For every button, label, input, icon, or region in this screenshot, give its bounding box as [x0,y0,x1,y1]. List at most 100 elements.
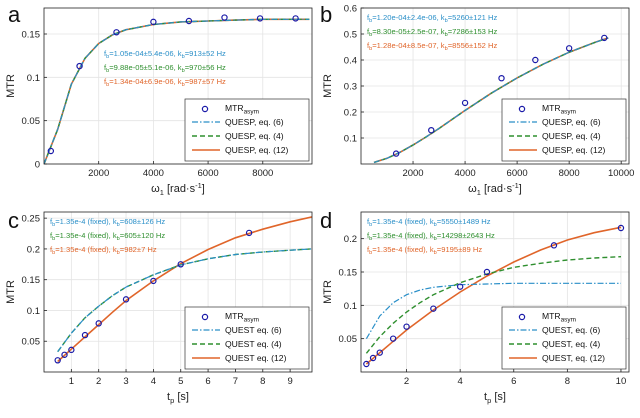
x-axis-label: ω1 [rad·s-1] [151,181,205,197]
data-point [95,320,102,327]
series-line-dashdot [57,248,312,353]
data-point [617,224,625,232]
data-point [565,45,573,52]
x-tick-label: 8000 [252,168,273,179]
data-point [177,261,184,268]
y-tick-label: 0.05 [22,337,41,348]
y-tick-label: 0.25 [22,214,41,225]
data-point [532,56,539,64]
panel-label: a [8,2,21,27]
x-tick-label: 2 [404,376,409,387]
panel-label: c [8,208,19,233]
legend-label: QUESP, eq. (12) [542,145,606,155]
x-tick-label: 4 [151,376,156,387]
y-axis-label: MTR [5,280,17,304]
data-point [47,147,55,155]
y-tick-label: 0.1 [344,301,357,312]
data-point [122,296,130,303]
x-tick-label: 4000 [143,168,164,179]
y-axis-label: MTR [322,74,334,98]
data-point [54,357,61,364]
y-tick-label: 0.2 [27,244,40,255]
data-point [483,268,491,276]
panel-a: a 2000 4000 6000 8000 0 0.05 0.1 0.15 MTR ω1 [rad·… [5,2,313,197]
y-tick-label: 0.2 [344,234,357,245]
y-tick-label: 0.4 [344,56,357,67]
data-point [292,15,299,22]
axes-frame [360,211,630,373]
x-tick-label: 5 [178,376,183,387]
y-tick-label: 0.15 [22,30,41,41]
data-point [256,15,264,22]
y-tick-label: 0.5 [344,30,357,41]
fit-annotation: fb=1.20e-04±2.4e-06, kb=5260±121 Hz [367,13,497,24]
y-tick-label: 0.1 [27,73,40,84]
x-tick-label: 8 [565,376,570,387]
data-point [550,242,558,249]
legend-label: MTRasym [542,311,576,324]
y-axis-label: MTR [5,74,17,98]
y-tick-label: 0.6 [344,4,357,15]
series-line-solid [57,216,312,363]
axes-frame [43,211,313,373]
x-tick-label: 1 [69,376,74,387]
x-tick-label: 6000 [198,168,219,179]
fit-annotation: fb=1.35e-4 (fixed), kb=14298±2643 Hz [367,231,495,242]
data-point [456,283,464,290]
data-point [185,17,193,25]
x-tick-label: 6 [205,376,210,387]
fit-annotation: fb=1.05e-04±5.4e-06, kb=913±52 Hz [104,49,226,60]
x-tick-label: 2000 [402,168,423,179]
legend-label: QUESP, eq. (4) [225,131,284,141]
legend-label: QUEST, eq. (4) [542,339,600,349]
legend-label: QUEST eq. (4) [225,339,282,349]
data-point [498,74,505,82]
legend-label: QUEST, eq. (12) [542,353,605,363]
x-tick-label: 2000 [88,168,109,179]
data-point [245,229,253,237]
x-tick-label: 6 [511,376,516,387]
legend-label: QUEST eq. (12) [225,353,287,363]
fit-annotation: fb=1.35e-4 (fixed), kb=5550±1489 Hz [367,217,491,228]
y-tick-label: 0.1 [344,134,357,145]
legend-label: QUESP, eq. (12) [225,145,289,155]
data-point [221,14,228,21]
x-tick-label: 10000 [608,168,634,179]
fit-annotation: fb=8.30e-05±2.5e-07, kb=7286±153 Hz [367,27,497,38]
series-line-dashdot [44,18,310,164]
x-tick-label: 6000 [507,168,528,179]
x-tick-label: 4 [458,376,463,387]
legend-marker [518,313,526,321]
x-tick-label: 2 [96,376,101,387]
y-tick-label: 0.2 [344,108,357,119]
data-point [363,360,370,368]
x-tick-label: 9 [287,376,292,387]
legend-label: QUESP, eq. (6) [542,117,601,127]
panel-d: d 2 4 6 8 10 0.05 0.1 0.15 0.2 MTR tp [s] fb=1.35e-4… [320,208,630,405]
data-point [403,323,410,330]
data-point [150,277,157,285]
data-point [76,62,83,70]
fit-annotation: fb=9.88e-05±5.1e-06, kb=970±56 Hz [104,63,226,74]
legend-label: QUESP, eq. (4) [542,131,601,141]
fit-annotation: fb=1.35e-4 (fixed), kb=605±120 Hz [50,231,165,242]
legend-label: QUEST eq. (6) [225,325,282,335]
y-axis-label: MTR [322,280,334,304]
fit-annotation: fb=1.35e-4 (fixed), kb=608±126 Hz [50,217,165,228]
legend-label: MTRasym [225,311,259,324]
data-point [113,29,120,36]
x-tick-label: 7 [233,376,238,387]
data-point [428,126,435,134]
panel-label: b [320,2,332,27]
fit-annotation: fb=1.35e-4 (fixed), kb=982±7 Hz [50,245,157,256]
panel-b: b 2000 4000 6000 8000 10000 0.1 0.2 0.3 0.4 0.5 0.6… [320,2,634,197]
y-tick-label: 0.05 [339,334,358,345]
x-tick-label: 8 [260,376,265,387]
legend-label: MTRasym [542,103,576,116]
x-tick-label: 4000 [455,168,476,179]
series-line-dashdot [365,282,621,340]
x-axis-label: tp [s] [167,391,189,405]
